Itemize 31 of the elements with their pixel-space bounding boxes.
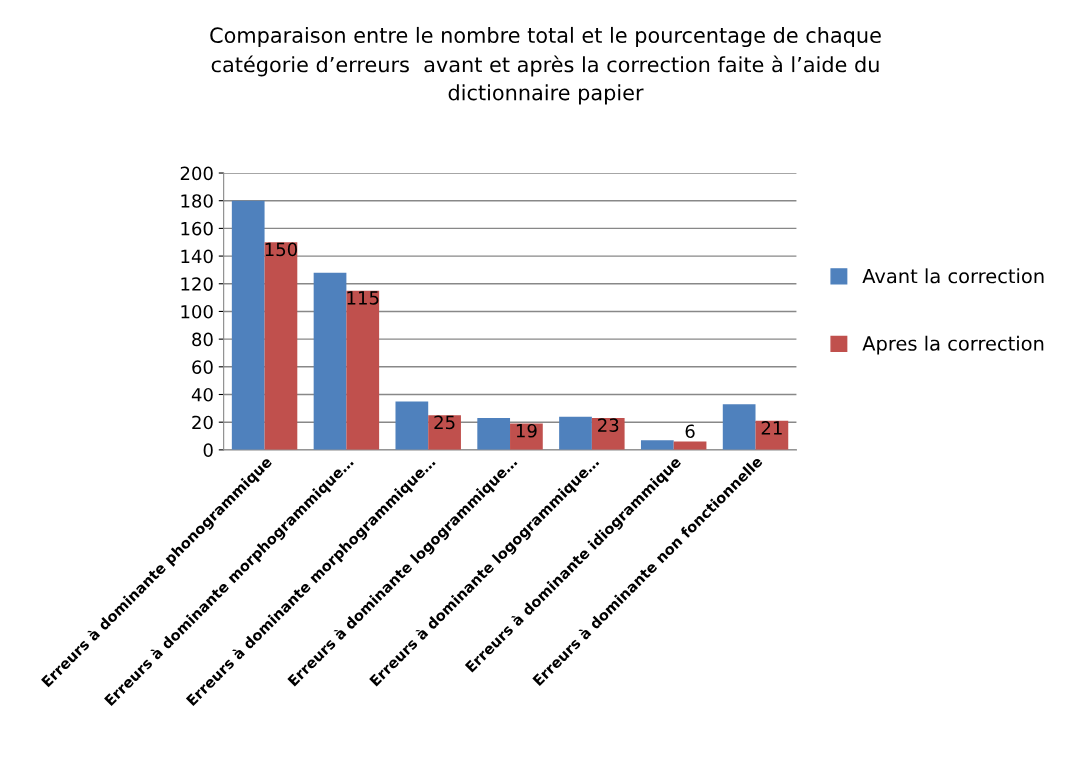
y-tick-label: 60 [192,360,213,374]
y-tick-label: 80 [192,332,213,347]
bar [264,242,298,450]
bar [231,200,265,450]
bar [722,404,756,450]
bar [477,418,511,450]
legend-label: Avant la correction [862,268,1044,284]
data-label: 19 [516,423,537,438]
y-tick-label: 180 [181,194,213,208]
data-label: 150 [265,242,297,257]
bar [346,290,380,450]
bar [559,416,592,450]
y-tick-label: 120 [181,277,213,291]
bar [313,272,347,450]
bar [428,415,461,450]
data-label: 23 [598,418,619,432]
bar [395,401,429,450]
y-tick-label: 100 [181,304,213,319]
legend-label: Apres la correction [862,335,1044,355]
y-tick-label: 0 [203,443,213,457]
bar [640,440,674,450]
data-label: 6 [685,424,695,439]
y-tick-label: 200 [180,166,213,181]
data-label: 115 [347,291,379,305]
y-tick-label: 20 [192,415,213,430]
y-tick-label: 140 [181,249,213,264]
y-tick-label: 160 [181,221,213,236]
data-label: 25 [434,415,455,430]
data-label: 21 [761,421,782,435]
y-tick-label: 40 [191,387,213,402]
chart-title: Comparaison entre le nombre total et le pourcentage de chaque catégorie d’erreurs avant et après la correction faite à l’aide du dictionnaire papier [210,26,881,105]
